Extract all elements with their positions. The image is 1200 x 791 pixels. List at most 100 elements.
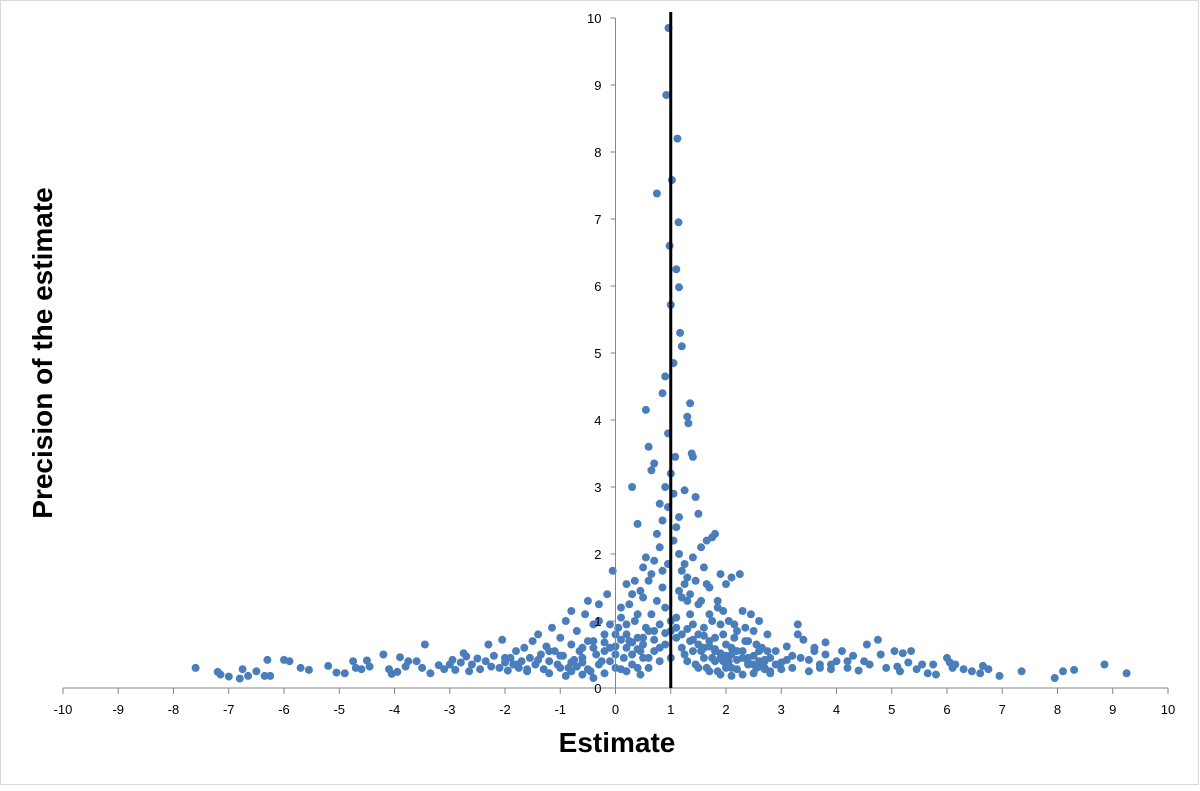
data-point xyxy=(1017,667,1026,676)
data-point xyxy=(606,620,614,629)
data-point xyxy=(556,651,565,660)
data-point xyxy=(843,657,852,666)
data-point xyxy=(733,665,741,674)
data-point xyxy=(719,607,728,615)
data-point xyxy=(600,669,609,678)
data-point xyxy=(675,513,683,522)
data-point xyxy=(658,389,667,398)
data-point xyxy=(699,623,708,632)
data-point xyxy=(216,670,225,679)
data-point xyxy=(929,660,938,669)
data-point xyxy=(578,653,587,662)
y-tick-label: 8 xyxy=(594,145,601,160)
data-point xyxy=(263,655,272,664)
data-point xyxy=(550,647,559,656)
data-point xyxy=(556,663,565,672)
y-tick-label: 2 xyxy=(594,547,601,562)
data-point xyxy=(873,635,882,644)
data-point xyxy=(235,674,244,683)
x-tick-label: 2 xyxy=(722,702,729,717)
data-point xyxy=(420,640,429,649)
x-tick-label: -1 xyxy=(554,702,566,717)
data-point xyxy=(404,657,413,666)
data-point xyxy=(744,658,753,667)
data-point xyxy=(675,283,683,292)
data-point xyxy=(683,596,692,605)
data-point xyxy=(639,593,648,602)
data-point xyxy=(661,372,670,381)
x-tick-label: -2 xyxy=(499,702,511,717)
data-point xyxy=(680,560,689,568)
data-point xyxy=(713,596,722,605)
data-point xyxy=(252,667,261,676)
data-point xyxy=(951,660,960,669)
data-point xyxy=(722,651,730,660)
data-point xyxy=(567,640,576,649)
data-point xyxy=(699,563,708,572)
data-point xyxy=(716,570,725,579)
x-tick-label: -10 xyxy=(54,702,73,717)
x-tick-label: 0 xyxy=(612,702,619,717)
data-point xyxy=(799,635,808,644)
data-point xyxy=(697,596,706,605)
data-point xyxy=(688,553,697,562)
data-point xyxy=(655,643,664,652)
data-point xyxy=(639,640,648,649)
x-tick-label: -5 xyxy=(333,702,345,717)
x-axis-title: Estimate xyxy=(559,727,676,758)
data-point xyxy=(523,665,532,674)
data-point xyxy=(539,665,548,674)
data-point xyxy=(804,667,813,676)
data-point xyxy=(545,657,554,666)
data-point xyxy=(793,630,802,639)
data-point xyxy=(534,630,543,639)
data-point xyxy=(683,625,692,633)
data-point xyxy=(749,651,758,660)
data-point xyxy=(788,651,797,660)
data-point xyxy=(426,669,435,678)
data-point xyxy=(633,519,642,528)
data-point xyxy=(647,610,656,619)
data-point xyxy=(304,665,313,674)
data-point xyxy=(727,643,736,652)
data-point xyxy=(912,665,921,674)
data-point xyxy=(639,563,648,572)
data-point xyxy=(534,655,543,664)
data-point xyxy=(641,553,650,562)
data-point xyxy=(688,620,697,629)
x-tick-label: -8 xyxy=(168,702,180,717)
data-point xyxy=(650,556,659,565)
data-point xyxy=(711,645,719,654)
data-point xyxy=(746,610,755,619)
data-point xyxy=(650,627,659,635)
data-point xyxy=(465,667,474,676)
data-point xyxy=(644,653,653,662)
data-point xyxy=(738,670,747,679)
data-point xyxy=(639,633,648,642)
data-point xyxy=(561,617,570,625)
data-point xyxy=(796,653,805,662)
data-point xyxy=(594,600,603,609)
data-point xyxy=(520,643,529,652)
data-point xyxy=(600,647,609,656)
x-tick-label: 8 xyxy=(1054,702,1061,717)
data-point xyxy=(716,670,725,679)
data-point xyxy=(650,635,659,644)
data-point xyxy=(849,651,858,660)
data-point xyxy=(583,665,592,674)
data-point xyxy=(722,663,730,672)
data-point xyxy=(418,663,427,672)
x-tick-label: 7 xyxy=(999,702,1006,717)
data-point xyxy=(677,630,686,639)
data-point xyxy=(644,576,653,585)
data-point xyxy=(1122,669,1131,678)
data-point xyxy=(658,516,667,525)
data-point xyxy=(639,653,648,662)
data-point xyxy=(487,662,496,671)
data-point xyxy=(760,655,769,664)
data-point xyxy=(628,638,637,647)
data-point xyxy=(683,657,692,666)
